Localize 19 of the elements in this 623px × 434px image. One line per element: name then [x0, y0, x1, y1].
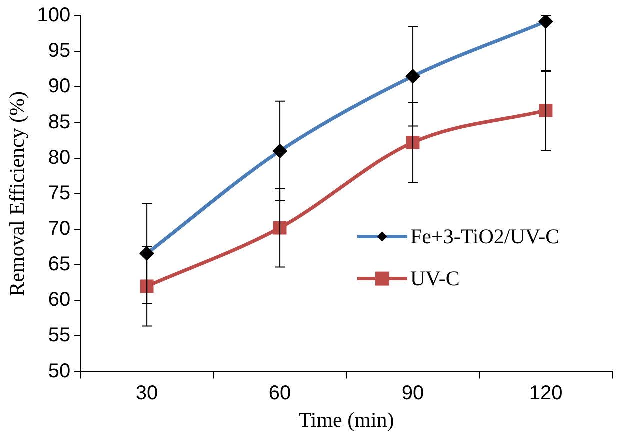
x-tick-label: 90 [402, 382, 424, 404]
y-tick-label: 65 [48, 254, 71, 276]
x-tick-label: 120 [529, 382, 563, 404]
y-tick-label: 85 [48, 111, 71, 134]
y-tick-label: 50 [48, 360, 71, 382]
y-tick-label: 80 [48, 146, 71, 169]
y-tick-label: 100 [37, 4, 71, 27]
x-axis-title: Time (min) [298, 408, 394, 432]
y-tick-label: 70 [48, 218, 71, 240]
legend-label: Fe+3-TiO2/UV-C [410, 224, 560, 248]
y-tick-label: 90 [48, 76, 71, 98]
y-tick-label: 60 [48, 289, 71, 312]
y-axis-title: Removal Efficiency (%) [5, 91, 30, 296]
x-tick-label: 30 [136, 382, 158, 404]
legend-label: UV-C [410, 266, 460, 290]
x-tick-label: 60 [268, 382, 292, 404]
y-tick-label: 55 [48, 324, 71, 347]
y-tick-label: 75 [48, 182, 71, 204]
y-tick-label: 95 [48, 40, 71, 62]
